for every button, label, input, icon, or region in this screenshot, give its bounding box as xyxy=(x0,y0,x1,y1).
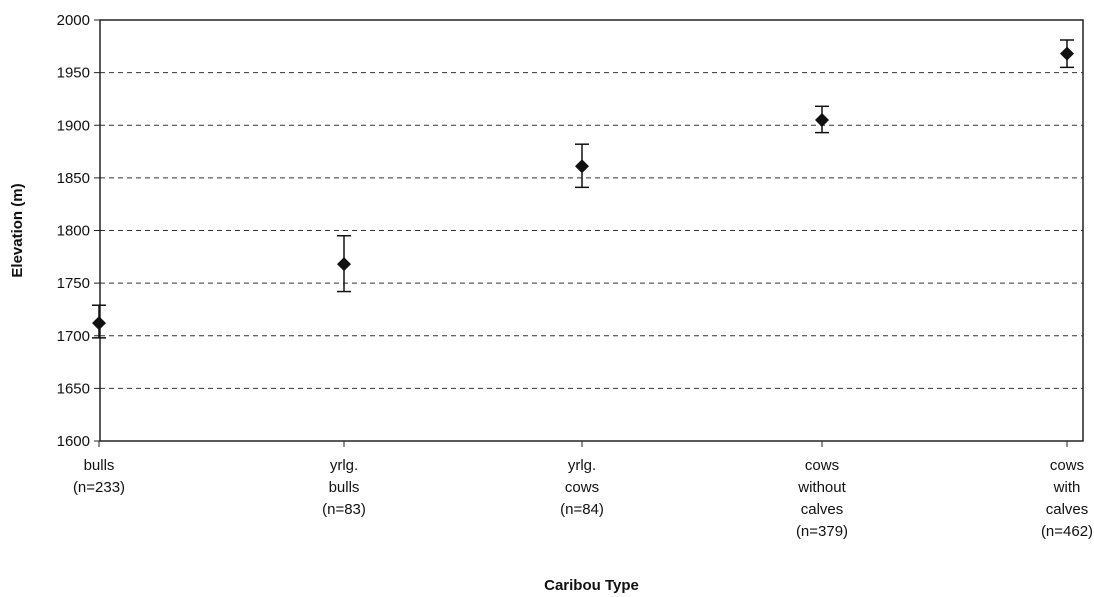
x-category-label-line: (n=233) xyxy=(73,479,125,496)
x-category-label: yrlg. cows (n=84) xyxy=(560,457,604,518)
x-category-label: bulls (n=233) xyxy=(73,457,125,496)
x-category-label-line: cows xyxy=(805,457,839,474)
data-marks xyxy=(92,39,1074,339)
x-category-label-line: (n=379) xyxy=(796,523,848,540)
x-category-label: cows with calves (n=462) xyxy=(1041,457,1093,540)
x-category-label-line: calves xyxy=(1046,501,1089,518)
data-point xyxy=(815,112,829,127)
x-category-label-line: (n=462) xyxy=(1041,523,1093,540)
y-axis-ticks: 1600 1650 1700 1750 1800 1850 1900 1950 2000 xyxy=(57,12,100,450)
y-tick-label: 1750 xyxy=(57,275,90,292)
y-axis-title: Elevation (m) xyxy=(9,183,26,277)
x-category-label-line: calves xyxy=(801,501,844,518)
x-category-label: cows without calves (n=379) xyxy=(796,457,848,540)
x-category-label-line: without xyxy=(797,479,846,496)
x-category-label-line: cows xyxy=(1050,457,1084,474)
y-tick-label: 2000 xyxy=(57,12,90,29)
data-point xyxy=(337,257,351,272)
data-point xyxy=(1060,46,1074,61)
x-axis-ticks: bulls (n=233) yrlg. bulls (n=83) yrlg. cows (n=… xyxy=(73,441,1093,540)
y-tick-label: 1850 xyxy=(57,170,90,187)
y-tick-label: 1900 xyxy=(57,117,90,134)
x-category-label-line: yrlg. xyxy=(568,457,596,474)
x-category-label-line: (n=84) xyxy=(560,501,604,518)
y-tick-label: 1800 xyxy=(57,223,90,240)
y-tick-label: 1600 xyxy=(57,433,90,450)
x-axis-title: Caribou Type xyxy=(544,577,639,594)
y-tick-label: 1650 xyxy=(57,380,90,397)
x-category-label: yrlg. bulls (n=83) xyxy=(322,457,366,518)
x-category-label-line: yrlg. xyxy=(330,457,358,474)
x-category-label-line: bulls xyxy=(329,479,360,496)
y-tick-label: 1950 xyxy=(57,65,90,82)
x-category-label-line: bulls xyxy=(84,457,115,474)
y-tick-label: 1700 xyxy=(57,328,90,345)
data-point xyxy=(575,159,589,174)
x-category-label-line: cows xyxy=(565,479,599,496)
x-category-label-line: with xyxy=(1053,479,1081,496)
data-point xyxy=(92,316,106,331)
gridlines xyxy=(100,72,1083,389)
x-category-label-line: (n=83) xyxy=(322,501,366,518)
